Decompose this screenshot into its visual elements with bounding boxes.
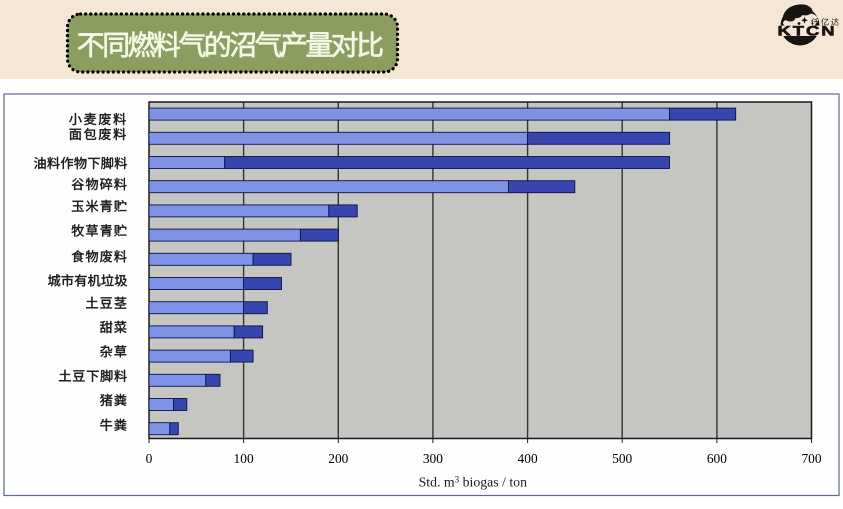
- svg-text:600: 600: [707, 451, 727, 466]
- svg-text:700: 700: [801, 451, 821, 466]
- svg-text:Std. m3 biogas / ton: Std. m3 biogas / ton: [419, 475, 527, 490]
- svg-text:100: 100: [234, 451, 254, 466]
- svg-text:200: 200: [328, 451, 348, 466]
- svg-text:500: 500: [612, 451, 632, 466]
- svg-text:300: 300: [423, 451, 443, 466]
- svg-text:KTCN: KTCN: [777, 23, 836, 39]
- svg-text:0: 0: [146, 451, 153, 466]
- svg-text:400: 400: [518, 451, 538, 466]
